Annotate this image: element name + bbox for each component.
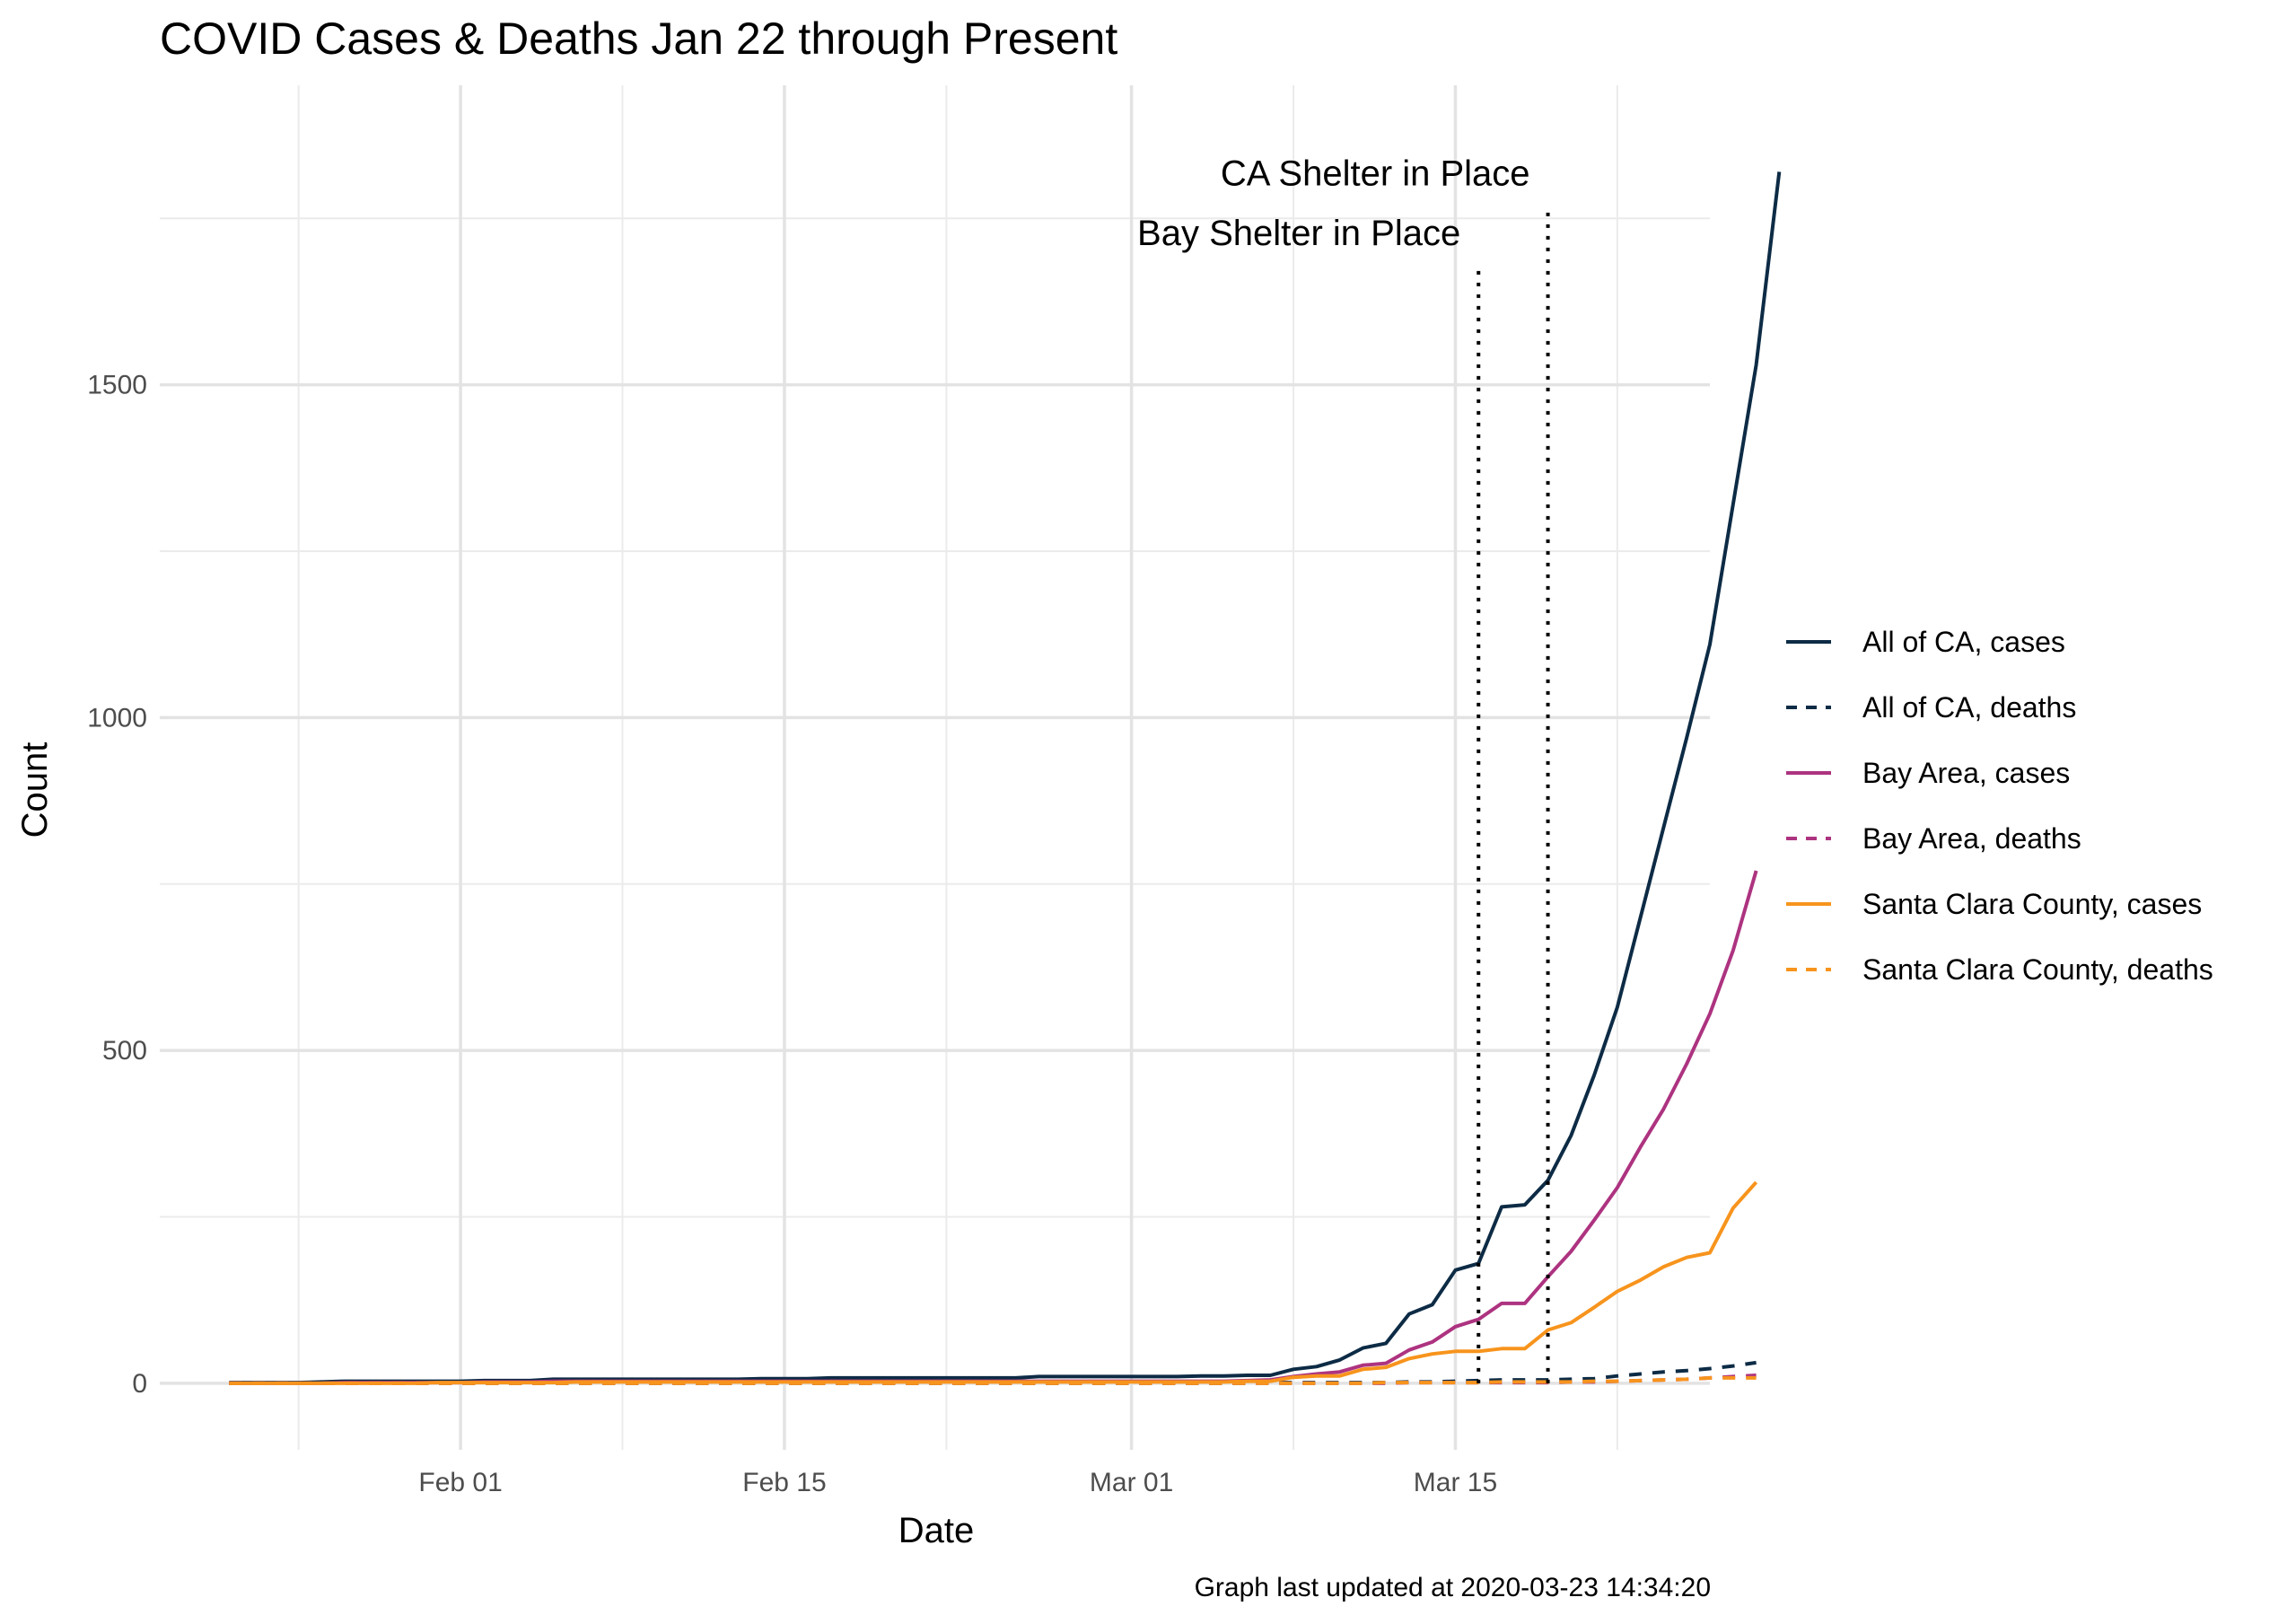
axis-layer: 0 500 1000 1500 Feb 01 Feb 15 Mar 01 Mar 15 [87,371,1497,1497]
grid-layer [160,85,1710,1450]
x-axis-title: Date [898,1511,975,1550]
y-tick-label: 0 [132,1369,147,1399]
series-layer [229,171,1782,1385]
shelter-in-place-label-2: CA Shelter in Place [1221,154,1530,193]
series-line-6 [229,1375,1757,1385]
legend: All of CA, cases All of CA, deaths Bay Are… [1786,626,2213,986]
chart-title: COVID Cases & Deaths Jan 22 through Pres… [160,13,1117,64]
x-tick-label: Mar 01 [1090,1468,1173,1497]
legend-label-4: Bay Area, deaths [1862,822,2081,855]
series-line-5 [229,1181,1758,1385]
y-tick-label: 1000 [87,703,147,733]
x-tick-label: Feb 15 [742,1468,826,1497]
y-axis-title: Count [15,742,55,838]
y-tick-label: 500 [102,1036,147,1066]
x-tick-label: Mar 15 [1414,1468,1497,1497]
series-line-2 [229,1360,1757,1385]
x-tick-label: Feb 01 [418,1468,502,1497]
legend-label-6: Santa Clara County, deaths [1862,953,2213,986]
caption: Graph last updated at 2020-03-23 14:34:2… [1195,1573,1711,1602]
legend-label-5: Santa Clara County, cases [1862,888,2202,920]
annotation-layer: Bay Shelter in Place CA Shelter in Place [1137,154,1550,1383]
y-tick-label: 1500 [87,371,147,400]
series-line-3 [229,870,1758,1385]
shelter-in-place-label-1: Bay Shelter in Place [1137,214,1460,253]
legend-label-1: All of CA, cases [1862,626,2065,658]
legend-label-3: Bay Area, cases [1862,757,2070,789]
legend-label-2: All of CA, deaths [1862,691,2076,724]
